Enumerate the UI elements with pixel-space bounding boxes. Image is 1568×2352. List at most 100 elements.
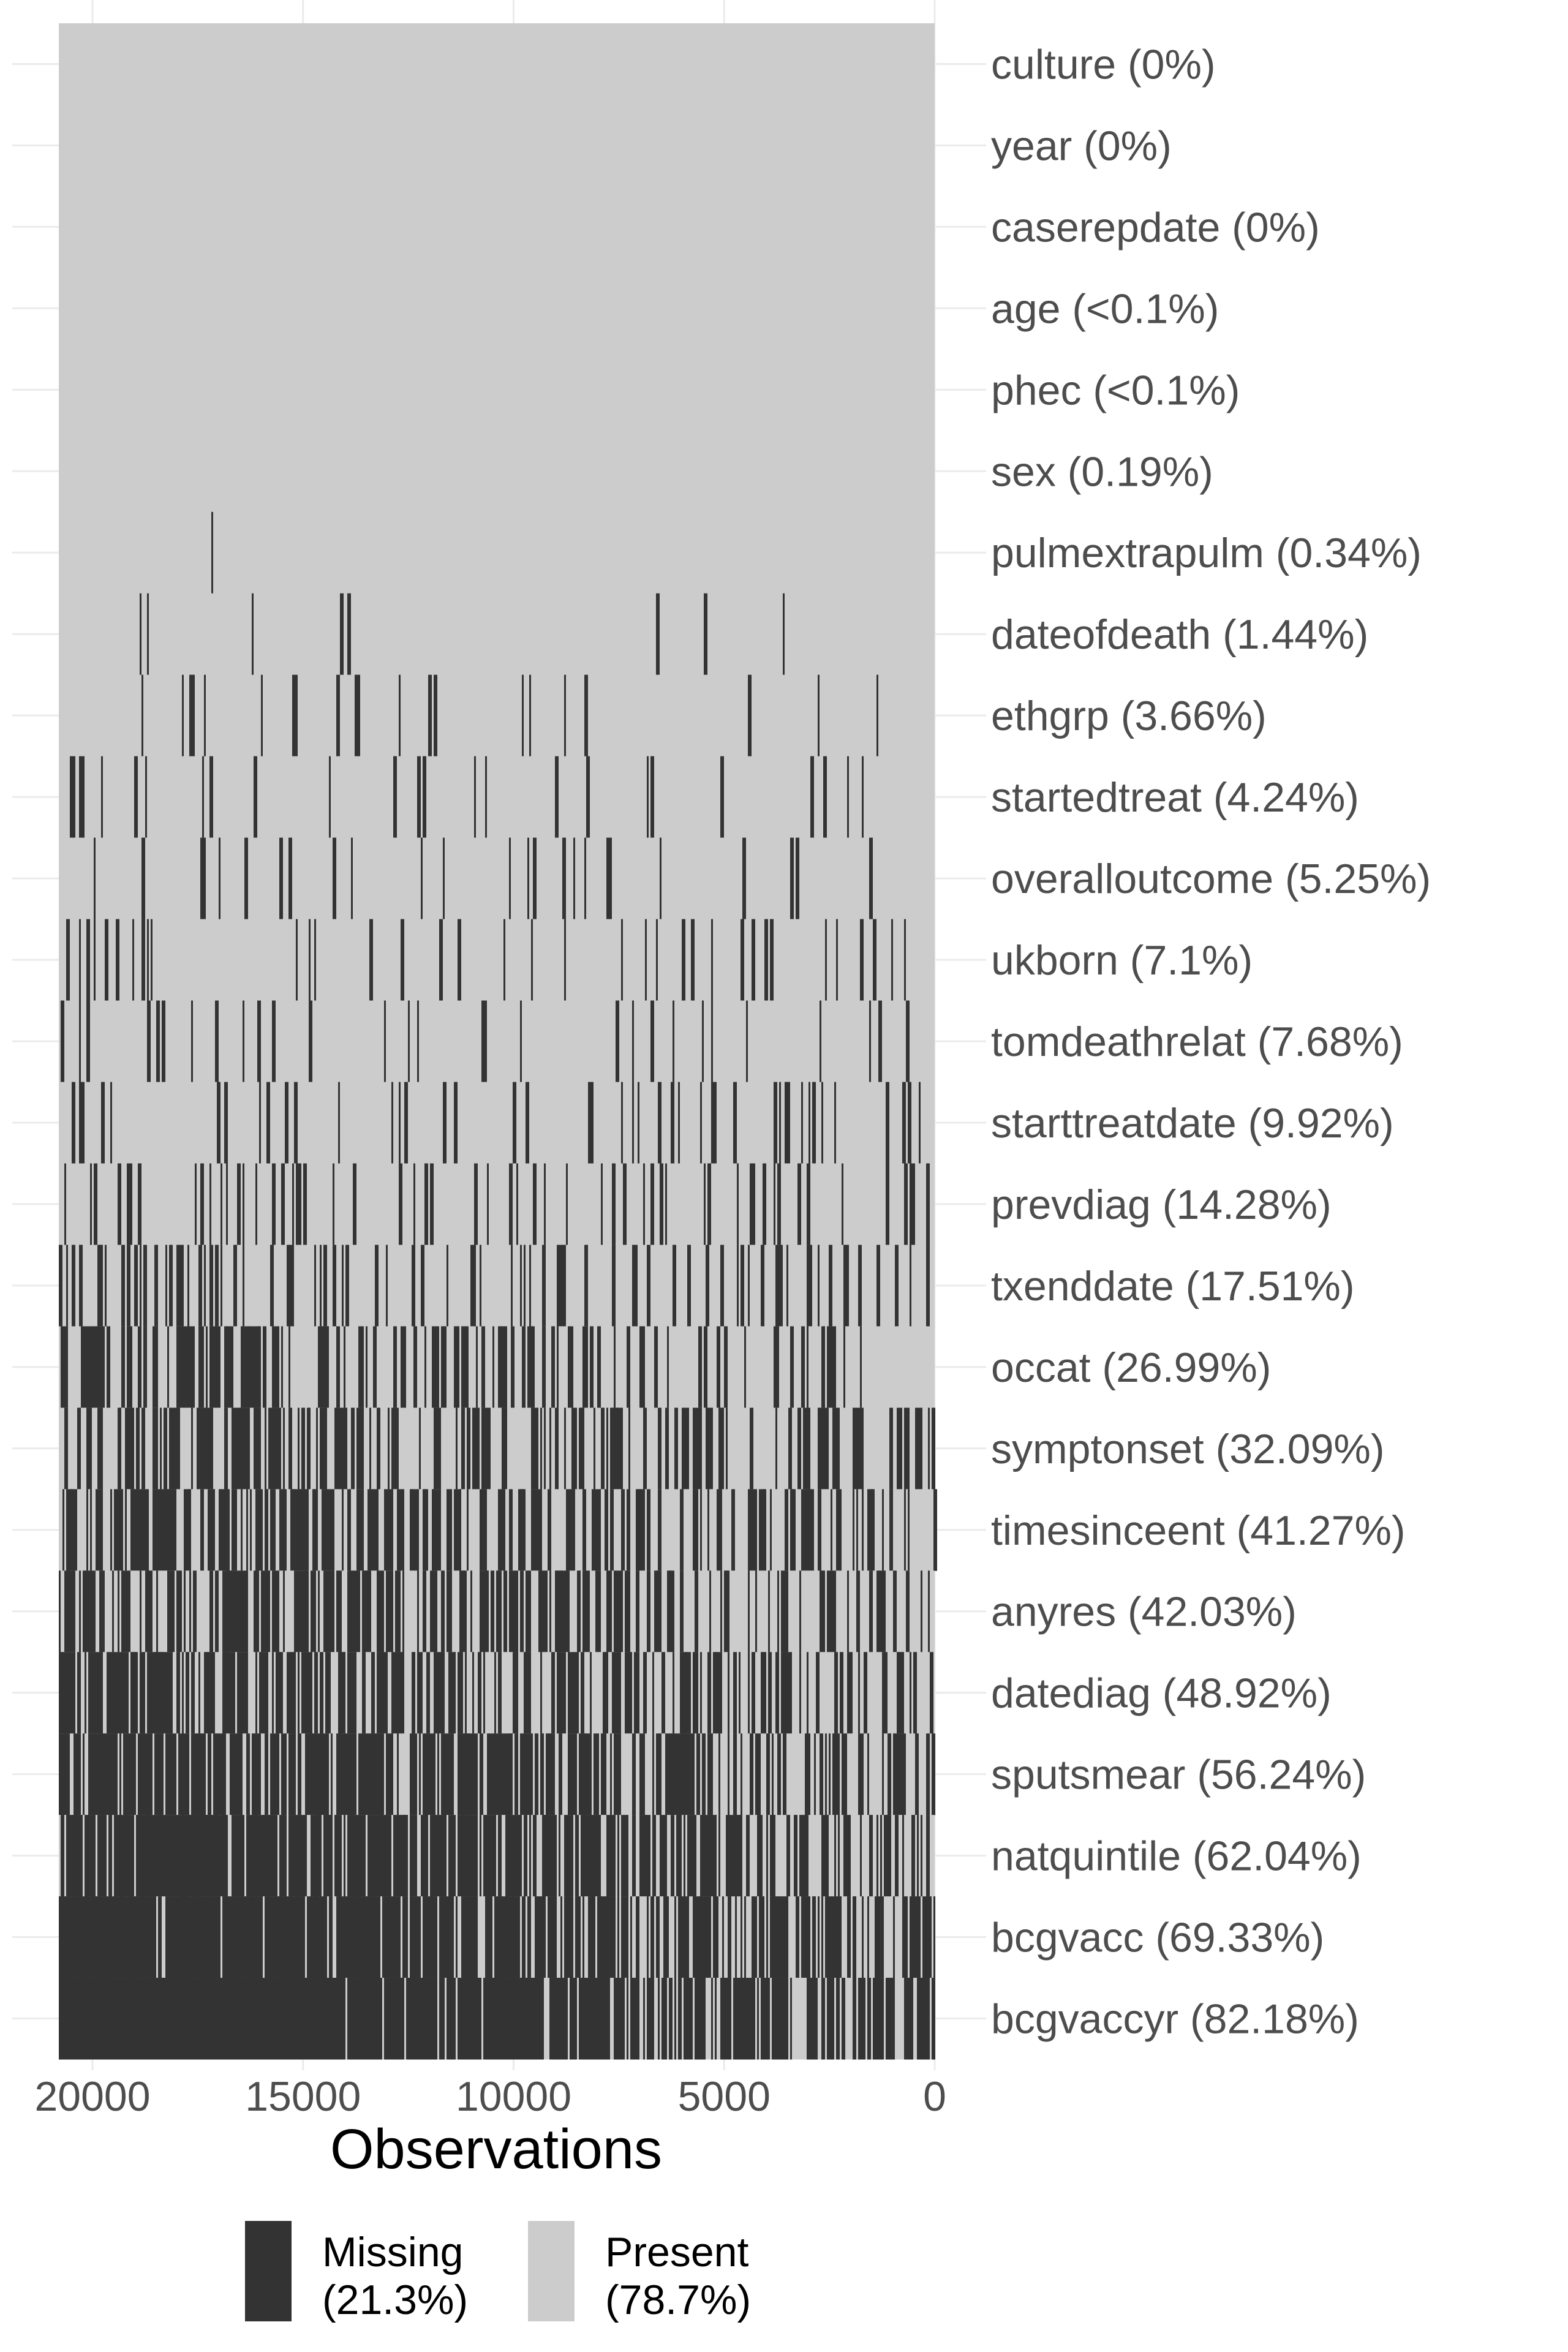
missing-tile — [553, 1326, 555, 1408]
missing-tile — [886, 1652, 888, 1734]
missing-tile — [500, 1326, 503, 1408]
missing-tile — [542, 1978, 544, 2060]
missing-tile — [693, 1408, 696, 1490]
missing-tile — [647, 1570, 650, 1653]
missing-tile — [175, 1489, 176, 1571]
missing-tile — [360, 1815, 362, 1897]
missing-tile — [803, 1896, 805, 1978]
missing-tile — [171, 1570, 175, 1653]
missing-tile — [213, 1733, 215, 1815]
missing-tile — [156, 1978, 158, 2060]
missing-tile — [379, 1978, 380, 2060]
missing-tile — [544, 1408, 546, 1490]
missing-tile — [910, 1163, 913, 1245]
missing-tile — [224, 1408, 228, 1490]
missing-tile — [502, 1896, 503, 1978]
missing-tile — [606, 1896, 608, 1978]
missing-tile — [397, 1815, 401, 1897]
missing-tile — [77, 1896, 79, 1978]
missing-tile — [108, 1733, 110, 1815]
missing-tile — [573, 1489, 575, 1571]
missing-tile — [197, 1733, 198, 1815]
missing-tile — [538, 1489, 542, 1571]
missing-tile — [230, 1896, 232, 1978]
missing-tile — [97, 1326, 101, 1408]
missing-tile — [810, 1978, 812, 2060]
missing-tile — [248, 1815, 252, 1897]
missing-tile — [112, 1652, 114, 1734]
missing-tile — [860, 1815, 862, 1897]
missing-tile — [790, 1652, 792, 1734]
missing-tile — [579, 1896, 581, 1978]
present-tile — [59, 593, 935, 676]
missing-tile — [241, 1896, 243, 1978]
missing-tile — [97, 1408, 99, 1490]
missing-tile — [860, 919, 864, 1001]
tile-row-dateofdeath — [59, 593, 935, 676]
missing-tile — [224, 1733, 226, 1815]
missing-tile — [204, 1245, 206, 1327]
missing-tile — [674, 1896, 676, 1978]
missing-tile — [204, 1733, 206, 1815]
missing-tile — [571, 1896, 573, 1978]
missing-tile — [711, 1978, 713, 2060]
missing-tile — [831, 1245, 832, 1327]
missing-tile — [298, 1163, 301, 1245]
missing-tile — [562, 837, 566, 920]
missing-tile — [617, 1408, 619, 1490]
missing-tile — [509, 1570, 511, 1653]
missing-tile — [309, 1978, 311, 2060]
missing-tile — [138, 1733, 140, 1815]
missing-tile — [233, 1489, 235, 1571]
missing-tile — [110, 1978, 112, 2060]
missing-tile — [107, 1896, 108, 1978]
missing-tile — [838, 1978, 840, 2060]
missing-tile — [103, 1815, 105, 1897]
missing-tile — [503, 1489, 505, 1571]
missing-tile — [810, 756, 814, 839]
missing-tile — [779, 1082, 781, 1164]
missing-tile — [663, 1896, 665, 1978]
missing-tile — [652, 756, 654, 839]
missing-tile — [233, 1245, 237, 1327]
missing-tile — [272, 1815, 274, 1897]
missing-tile — [606, 837, 608, 920]
missing-tile — [92, 1326, 94, 1408]
missing-tile — [577, 1815, 579, 1897]
missing-tile — [540, 1978, 542, 2060]
missing-tile — [393, 1978, 397, 2060]
missing-tile — [660, 1815, 663, 1897]
missing-tile — [682, 919, 685, 1001]
missing-tile — [373, 1326, 375, 1408]
missing-tile — [906, 1978, 908, 2060]
missing-tile — [237, 1896, 239, 1978]
missing-tile — [662, 1652, 663, 1734]
missing-tile — [165, 1896, 167, 1978]
missing-tile — [612, 1896, 614, 1978]
missing-tile — [86, 1326, 90, 1408]
missing-tile — [617, 1896, 619, 1978]
missing-tile — [856, 1408, 860, 1490]
missing-tile — [279, 1896, 283, 1978]
missing-tile — [96, 1896, 97, 1978]
missing-tile — [520, 1000, 522, 1082]
missing-tile — [669, 1978, 673, 2060]
missing-tile — [432, 1896, 434, 1978]
missing-tile — [862, 1896, 864, 1978]
missing-tile — [470, 1815, 472, 1897]
missing-tile — [465, 1570, 467, 1653]
missing-tile — [704, 1163, 706, 1245]
missing-tile — [290, 1408, 292, 1490]
missing-tile — [83, 1733, 85, 1815]
missing-tile — [90, 1408, 92, 1490]
missing-tile — [461, 1408, 465, 1490]
missing-tile — [213, 1489, 215, 1571]
missing-tile — [311, 1896, 312, 1978]
missing-tile — [72, 1082, 75, 1164]
missing-tile — [353, 1570, 355, 1653]
missing-tile — [186, 1733, 187, 1815]
missing-tile — [217, 1326, 219, 1408]
missing-tile — [417, 1000, 419, 1082]
missing-tile — [744, 1978, 746, 2060]
missing-tile — [917, 1815, 919, 1897]
